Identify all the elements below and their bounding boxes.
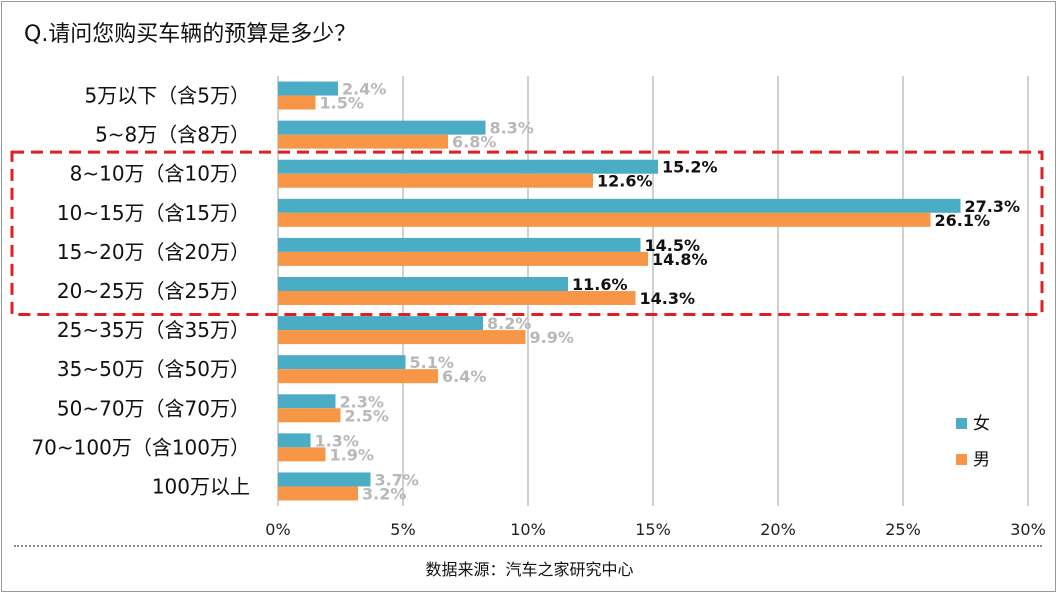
highlight-box	[10, 150, 1044, 317]
bar-female	[278, 237, 641, 252]
data-label: 6.8%	[452, 133, 496, 152]
data-label: 2.4%	[342, 80, 386, 99]
data-label: 6.4%	[442, 367, 486, 386]
data-label: 14.8%	[652, 250, 708, 269]
bar-male	[278, 134, 448, 149]
legend: 女男	[956, 414, 990, 470]
data-label: 14.5%	[645, 236, 701, 255]
bar-female	[278, 198, 961, 213]
data-label: 3.7%	[375, 470, 419, 489]
bar-male	[278, 369, 438, 384]
data-label: 15.2%	[662, 158, 718, 177]
category-labels: 5万以下（含5万） 5~8万（含8万） 8~10万（含10万） 10~15万（含15万…	[31, 84, 250, 499]
bar-male	[278, 95, 316, 110]
bar-male	[278, 251, 648, 266]
x-tick-label: 10%	[510, 520, 546, 539]
bar-female	[278, 159, 658, 174]
category-label: 5~8万（含8万）	[95, 123, 250, 147]
bars	[278, 81, 961, 501]
data-label: 14.3%	[640, 289, 696, 308]
x-tick-label: 0%	[265, 520, 290, 539]
category-label: 10~15万（含15万）	[57, 201, 250, 225]
category-label: 25~35万（含35万）	[57, 318, 250, 342]
legend-label-female: 女	[973, 414, 990, 434]
legend-swatch-female	[956, 418, 967, 429]
data-label: 1.9%	[330, 445, 374, 464]
source-note: 数据来源：汽车之家研究中心	[425, 560, 634, 579]
data-label: 12.6%	[597, 172, 653, 191]
source-divider	[14, 545, 1042, 547]
bar-female	[278, 394, 336, 409]
data-label: 1.5%	[320, 94, 364, 113]
category-label: 20~25万（含25万）	[57, 279, 250, 303]
bar-female	[278, 355, 406, 370]
x-tick-label: 20%	[760, 520, 796, 539]
bar-female	[278, 433, 311, 448]
data-label: 2.5%	[345, 406, 389, 425]
data-label: 5.1%	[410, 353, 454, 372]
data-label: 1.3%	[315, 431, 359, 450]
value-labels: 2.4%1.5% 8.3%6.8% 15.2% 12.6% 27.3%26.1% 14.5…	[315, 80, 1021, 504]
bar-male	[278, 173, 593, 188]
category-label: 100万以上	[152, 474, 250, 498]
bar-male	[278, 212, 931, 227]
bar-male	[278, 408, 341, 423]
x-tick-label: 5%	[390, 520, 415, 539]
bar-male	[278, 330, 526, 345]
bar-female	[278, 120, 486, 135]
legend-swatch-male	[956, 454, 967, 465]
data-label: 2.3%	[340, 392, 384, 411]
category-label: 35~50万（含50万）	[57, 357, 250, 381]
x-tick-label: 25%	[885, 520, 921, 539]
category-label: 70~100万（含100万）	[31, 435, 250, 459]
data-label: 8.2%	[487, 314, 531, 333]
data-label: 9.9%	[530, 328, 574, 347]
category-label: 5万以下（含5万）	[85, 84, 250, 108]
bar-female	[278, 277, 568, 291]
category-label: 50~70万（含70万）	[57, 396, 250, 420]
x-tick-label: 30%	[1010, 520, 1046, 539]
legend-label-male: 男	[973, 450, 990, 470]
category-label: 8~10万（含10万）	[70, 162, 250, 186]
data-label: 27.3%	[965, 197, 1021, 216]
bar-male	[278, 291, 636, 305]
chart-title: Q.请问您购买车辆的预算是多少？	[24, 22, 357, 47]
bar-male	[278, 447, 326, 462]
bar-female	[278, 472, 371, 487]
bar-female	[278, 316, 483, 331]
bar-male	[278, 486, 358, 501]
data-label: 8.3%	[490, 119, 534, 138]
bar-female	[278, 81, 338, 96]
x-tick-labels: 0% 5% 10% 15% 20% 25% 30%	[265, 520, 1045, 539]
data-label: 3.2%	[362, 484, 406, 503]
data-label: 26.1%	[935, 211, 991, 230]
x-tick-label: 15%	[635, 520, 671, 539]
data-label: 11.6%	[572, 275, 628, 294]
category-label: 15~20万（含20万）	[57, 240, 250, 264]
